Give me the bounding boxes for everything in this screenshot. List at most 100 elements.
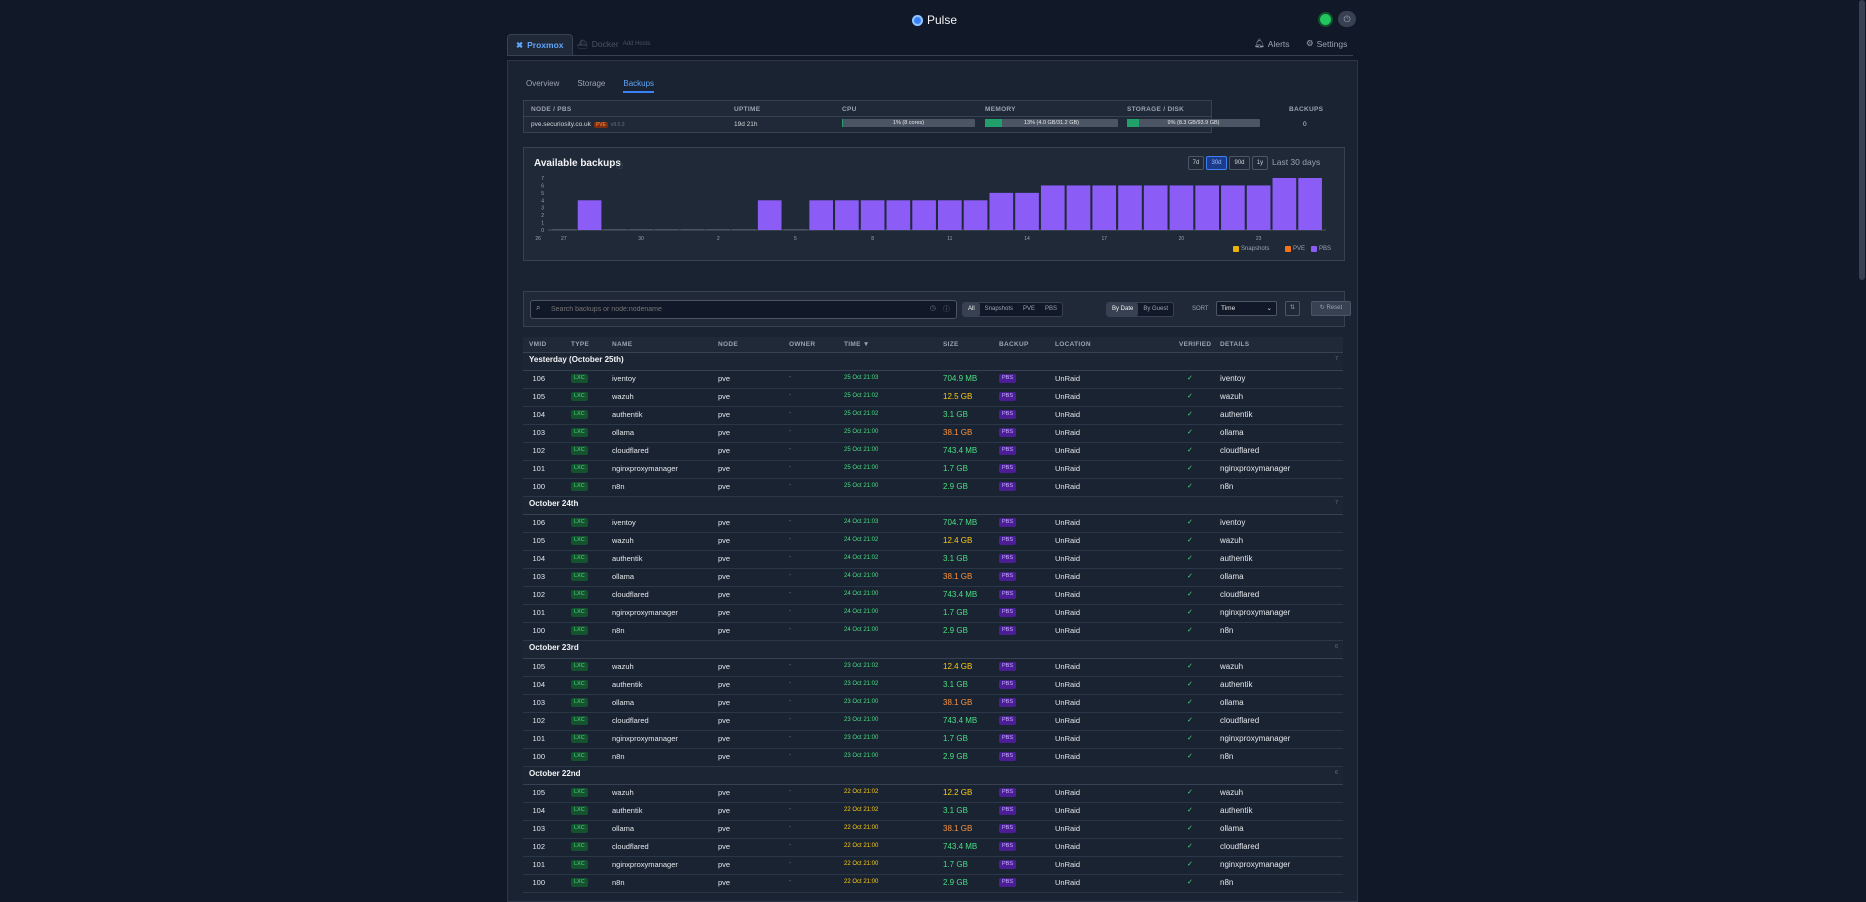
chart-bar[interactable] <box>552 229 576 230</box>
chart-bar[interactable] <box>1195 185 1220 230</box>
chart-bar[interactable] <box>706 229 731 230</box>
range-90d-button[interactable]: 90d <box>1229 156 1250 170</box>
filter-snapshots[interactable]: Snapshots <box>984 306 1014 312</box>
col-type[interactable]: TYPE <box>571 341 590 348</box>
chart-bar[interactable] <box>1221 185 1245 230</box>
table-row[interactable]: 100 LXC n8n pve - 23 Oct 21:00 2.9 GB PBS UnRaid… <box>523 749 1343 767</box>
chart-bar[interactable] <box>912 200 936 230</box>
tab-proxmox[interactable]: ✖ Proxmox <box>507 34 573 55</box>
chart-bar[interactable] <box>835 200 859 230</box>
table-row[interactable]: 101 LXC nginxproxymanager pve - 25 Oct 21:00 1… <box>523 461 1343 479</box>
table-row[interactable]: 106 LXC iventoy pve - 24 Oct 21:03 704.7 MB PBS… <box>523 515 1343 533</box>
table-row[interactable]: 102 LXC cloudflared pve - 22 Oct 21:00 743.4 M… <box>523 839 1343 857</box>
table-row[interactable]: 105 LXC wazuh pve - 23 Oct 21:02 12.4 GB PBS UnR… <box>523 659 1343 677</box>
info-icon[interactable]: ⓘ <box>616 163 623 170</box>
chart-bar[interactable] <box>1118 185 1142 230</box>
col-time[interactable]: TIME ▼ <box>844 341 870 348</box>
tab-backups[interactable]: Backups <box>623 79 655 93</box>
tab-storage[interactable]: Storage <box>577 79 606 88</box>
alerts-link[interactable]: 🔔︎ Alerts <box>1254 38 1290 49</box>
group-header[interactable]: October 23rd 6 <box>523 641 1343 659</box>
range-30d-button[interactable]: 30d <box>1206 156 1227 170</box>
table-row[interactable]: 101 LXC nginxproxymanager pve - 23 Oct 21:00 1… <box>523 731 1343 749</box>
chart-bar[interactable] <box>809 200 834 230</box>
table-row[interactable]: 106 LXC iventoy pve - 25 Oct 21:03 704.9 MB PBS… <box>523 371 1343 389</box>
chart-bar[interactable] <box>963 200 988 230</box>
table-row[interactable]: 105 LXC wazuh pve - 22 Oct 21:02 12.2 GB PBS UnR… <box>523 785 1343 803</box>
help-icon[interactable]: ⓘ <box>943 306 950 313</box>
search-input[interactable] <box>549 303 853 316</box>
table-row[interactable]: 103 LXC ollama pve - 25 Oct 21:00 38.1 GB PBS Un… <box>523 425 1343 443</box>
chart-bar[interactable] <box>1272 178 1297 230</box>
chart-bar[interactable] <box>757 200 782 230</box>
col-owner[interactable]: OWNER <box>789 341 816 348</box>
table-row[interactable]: 104 LXC authentik pve - 22 Oct 21:02 3.1 GB PBS… <box>523 803 1343 821</box>
chart-bar[interactable] <box>1015 192 1039 230</box>
logout-button[interactable]: ⏻ <box>1338 11 1356 27</box>
chart-bar[interactable] <box>1298 178 1322 230</box>
node-name[interactable]: pve.securiosity.co.uk PVE v9.0.3 <box>531 121 625 128</box>
chart-bar[interactable] <box>654 229 679 230</box>
col-verified[interactable]: VERIFIED <box>1179 341 1212 348</box>
group-header[interactable]: October 24th 7 <box>523 497 1343 515</box>
chart-bar[interactable] <box>732 229 756 230</box>
chart-bar[interactable] <box>1143 185 1168 230</box>
table-row[interactable]: 100 LXC n8n pve - 25 Oct 21:00 2.9 GB PBS UnRaid… <box>523 479 1343 497</box>
col-name[interactable]: NAME <box>612 341 633 348</box>
table-row[interactable]: 104 LXC authentik pve - 23 Oct 21:02 3.1 GB PBS… <box>523 677 1343 695</box>
chart-bar[interactable] <box>1040 185 1065 230</box>
app-brand[interactable]: Pulse <box>912 13 957 27</box>
group-header[interactable]: Yesterday (October 25th) 7 <box>523 353 1343 371</box>
chart-bar[interactable] <box>860 200 885 230</box>
table-row[interactable]: 102 LXC cloudflared pve - 24 Oct 21:00 743.4 M… <box>523 587 1343 605</box>
search-field[interactable]: ⌕ ◷ ⓘ <box>530 300 957 319</box>
range-1y-button[interactable]: 1y <box>1252 156 1268 170</box>
filter-all[interactable]: All <box>963 303 980 316</box>
filter-pbs[interactable]: PBS <box>1045 306 1058 312</box>
sort-select[interactable]: Time ⌄ <box>1216 301 1277 316</box>
table-row[interactable]: 104 LXC authentik pve - 24 Oct 21:02 3.1 GB PBS… <box>523 551 1343 569</box>
table-row[interactable]: 101 LXC nginxproxymanager pve - 22 Oct 21:00 1… <box>523 857 1343 875</box>
chart-bar[interactable] <box>603 229 628 230</box>
chart-bar[interactable] <box>938 200 962 230</box>
table-row[interactable]: 101 LXC nginxproxymanager pve - 24 Oct 21:00 1… <box>523 605 1343 623</box>
group-header[interactable]: October 22nd 6 <box>523 767 1343 785</box>
settings-link[interactable]: ⚙ Settings <box>1306 38 1347 49</box>
col-details[interactable]: DETAILS <box>1220 341 1250 348</box>
table-row[interactable]: 103 LXC ollama pve - 24 Oct 21:00 38.1 GB PBS Un… <box>523 569 1343 587</box>
col-node[interactable]: NODE <box>718 341 738 348</box>
chart-bar[interactable] <box>577 200 602 230</box>
chart-bar[interactable] <box>989 192 1014 230</box>
col-location[interactable]: LOCATION <box>1055 341 1091 348</box>
chart-bar[interactable] <box>1246 185 1271 230</box>
table-row[interactable]: 105 LXC wazuh pve - 24 Oct 21:02 12.4 GB PBS UnR… <box>523 533 1343 551</box>
chart-bar[interactable] <box>886 200 911 230</box>
table-row[interactable]: 102 LXC cloudflared pve - 25 Oct 21:00 743.4 M… <box>523 443 1343 461</box>
chart-bar[interactable] <box>783 229 808 230</box>
col-vmid[interactable]: VMID <box>529 341 547 348</box>
group-by-date[interactable]: By Date <box>1107 303 1139 316</box>
tab-docker[interactable]: ⛴ Docker Add Hosts <box>569 34 658 54</box>
page-scrollbar[interactable] <box>1859 0 1865 280</box>
group-by-guest[interactable]: By Guest <box>1143 306 1169 312</box>
chart-bar[interactable] <box>629 229 653 230</box>
filter-pve[interactable]: PVE <box>1023 306 1036 312</box>
reset-button[interactable]: ↻ Reset <box>1311 301 1351 316</box>
chart-bar[interactable] <box>1092 185 1117 230</box>
chart-bar[interactable] <box>1169 185 1194 230</box>
table-row[interactable]: 100 LXC n8n pve - 22 Oct 21:00 2.9 GB PBS UnRaid… <box>523 875 1343 893</box>
table-row[interactable]: 102 LXC cloudflared pve - 23 Oct 21:00 743.4 M… <box>523 713 1343 731</box>
history-icon[interactable]: ◷ <box>929 305 936 312</box>
table-row[interactable]: 103 LXC ollama pve - 22 Oct 21:00 38.1 GB PBS Un… <box>523 821 1343 839</box>
chart-bar[interactable] <box>680 229 705 230</box>
col-size[interactable]: SIZE <box>943 341 959 348</box>
sort-direction-button[interactable]: ⇅ <box>1285 301 1300 316</box>
col-backup[interactable]: BACKUP <box>999 341 1029 348</box>
tab-overview[interactable]: Overview <box>526 79 560 88</box>
table-row[interactable]: 104 LXC authentik pve - 25 Oct 21:02 3.1 GB PBS… <box>523 407 1343 425</box>
chart-bar[interactable] <box>1066 185 1091 230</box>
range-7d-button[interactable]: 7d <box>1188 156 1204 170</box>
table-row[interactable]: 105 LXC wazuh pve - 25 Oct 21:02 12.5 GB PBS UnR… <box>523 389 1343 407</box>
table-row[interactable]: 103 LXC ollama pve - 23 Oct 21:00 38.1 GB PBS Un… <box>523 695 1343 713</box>
table-row[interactable]: 100 LXC n8n pve - 24 Oct 21:00 2.9 GB PBS UnRaid… <box>523 623 1343 641</box>
